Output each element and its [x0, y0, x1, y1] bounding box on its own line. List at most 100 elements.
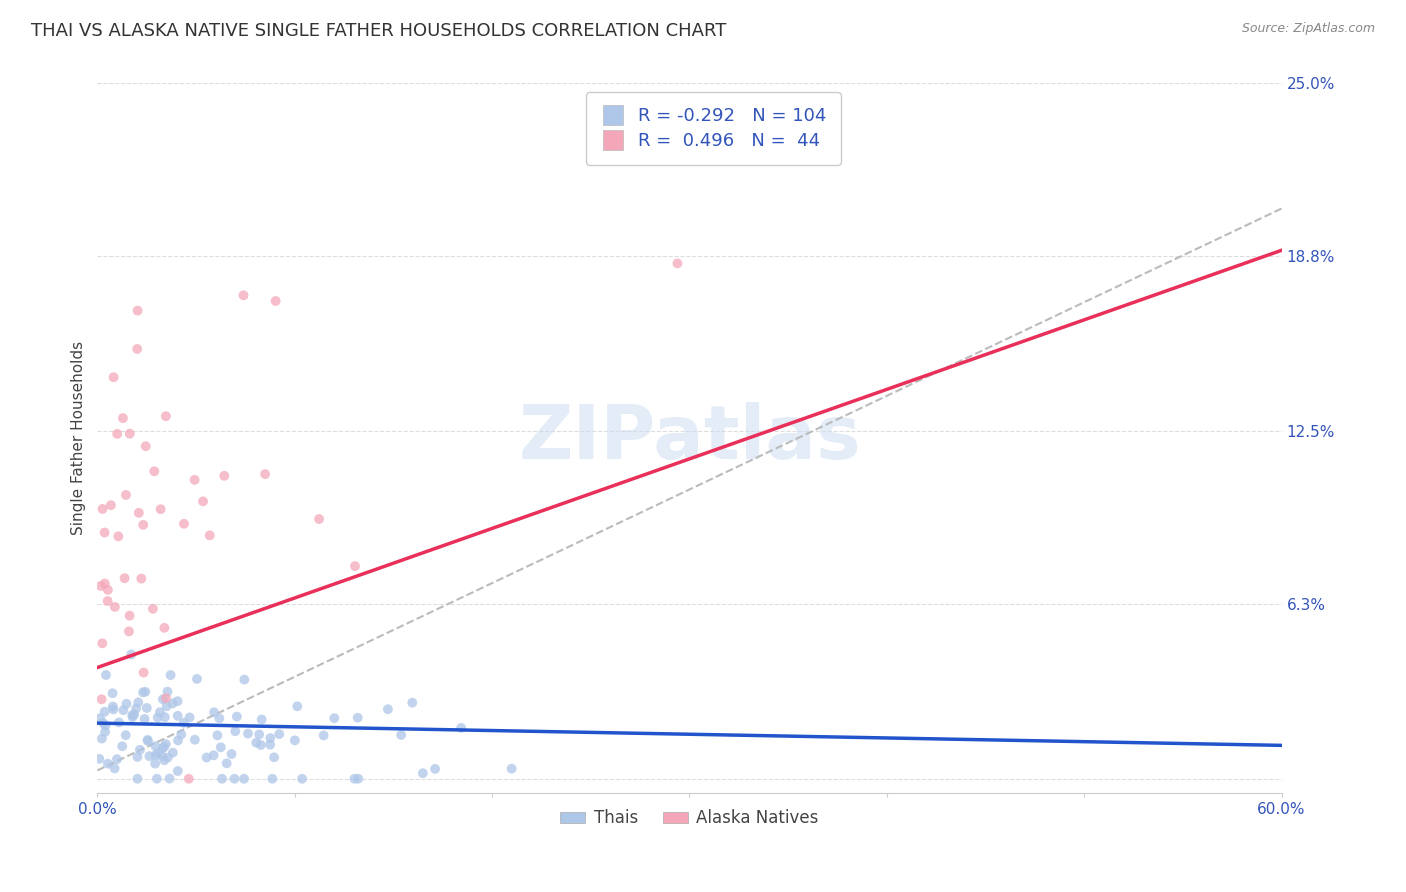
Point	[121, 708, 143, 723]
Point	[132, 685, 155, 699]
Point	[136, 734, 159, 748]
Point	[183, 473, 205, 487]
Point	[450, 721, 472, 735]
Point	[224, 772, 246, 786]
Point	[254, 467, 277, 482]
Point	[97, 756, 120, 771]
Point	[127, 772, 149, 786]
Point	[90, 731, 112, 746]
Point	[191, 494, 214, 508]
Point	[259, 738, 281, 752]
Point	[291, 772, 314, 786]
Text: ZIPatlas: ZIPatlas	[519, 401, 860, 475]
Point	[114, 571, 136, 585]
Point	[127, 750, 149, 764]
Point	[308, 512, 330, 526]
Point	[128, 506, 150, 520]
Point	[94, 725, 117, 739]
Point	[264, 293, 287, 308]
Point	[166, 708, 188, 723]
Point	[100, 498, 122, 512]
Point	[121, 710, 143, 724]
Point	[150, 749, 173, 764]
Point	[145, 748, 167, 763]
Point	[146, 710, 169, 724]
Point	[134, 685, 156, 699]
Point	[94, 668, 117, 682]
Point	[250, 738, 273, 752]
Point	[170, 727, 193, 741]
Point	[138, 749, 160, 764]
Point	[215, 756, 238, 771]
Point	[173, 516, 195, 531]
Point	[250, 713, 273, 727]
Point	[149, 502, 172, 516]
Point	[143, 464, 166, 478]
Point	[131, 572, 153, 586]
Point	[118, 624, 141, 639]
Point	[118, 426, 141, 441]
Point	[209, 740, 232, 755]
Point	[94, 705, 117, 719]
Point	[101, 699, 124, 714]
Point	[401, 696, 423, 710]
Point	[134, 712, 156, 726]
Point	[97, 594, 120, 608]
Point	[155, 691, 177, 706]
Point	[101, 686, 124, 700]
Point	[186, 672, 208, 686]
Point	[423, 762, 446, 776]
Point	[122, 707, 145, 722]
Point	[343, 772, 366, 786]
Point	[284, 733, 307, 747]
Point	[153, 753, 176, 767]
Point	[127, 695, 149, 709]
Point	[245, 736, 267, 750]
Point	[103, 370, 125, 384]
Point	[221, 747, 243, 761]
Point	[155, 409, 177, 424]
Point	[412, 766, 434, 780]
Point	[90, 692, 112, 706]
Point	[111, 411, 134, 425]
Point	[224, 724, 246, 739]
Point	[132, 665, 155, 680]
Text: Source: ZipAtlas.com: Source: ZipAtlas.com	[1241, 22, 1375, 36]
Point	[269, 727, 291, 741]
Point	[118, 608, 141, 623]
Point	[93, 525, 115, 540]
Point	[343, 559, 366, 574]
Point	[236, 726, 259, 740]
Point	[136, 733, 159, 747]
Point	[111, 739, 134, 754]
Point	[115, 697, 138, 711]
Point	[129, 743, 152, 757]
Point	[146, 772, 169, 786]
Point	[156, 684, 179, 698]
Point	[177, 772, 200, 786]
Text: THAI VS ALASKA NATIVE SINGLE FATHER HOUSEHOLDS CORRELATION CHART: THAI VS ALASKA NATIVE SINGLE FATHER HOUS…	[31, 22, 727, 40]
Point	[159, 772, 181, 786]
Point	[211, 772, 233, 786]
Point	[152, 741, 174, 756]
Point	[90, 579, 112, 593]
Point	[162, 746, 184, 760]
Point	[184, 732, 207, 747]
Point	[389, 728, 412, 742]
Point	[89, 711, 111, 725]
Point	[159, 668, 181, 682]
Point	[127, 342, 149, 356]
Point	[207, 728, 229, 742]
Point	[166, 764, 188, 778]
Point	[153, 621, 176, 635]
Point	[323, 711, 346, 725]
Point	[91, 502, 114, 516]
Point	[263, 750, 285, 764]
Point	[135, 701, 157, 715]
Point	[195, 750, 218, 764]
Point	[142, 601, 165, 615]
Point	[149, 705, 172, 719]
Point	[156, 699, 179, 714]
Y-axis label: Single Father Households: Single Father Households	[72, 341, 86, 535]
Point	[247, 727, 270, 741]
